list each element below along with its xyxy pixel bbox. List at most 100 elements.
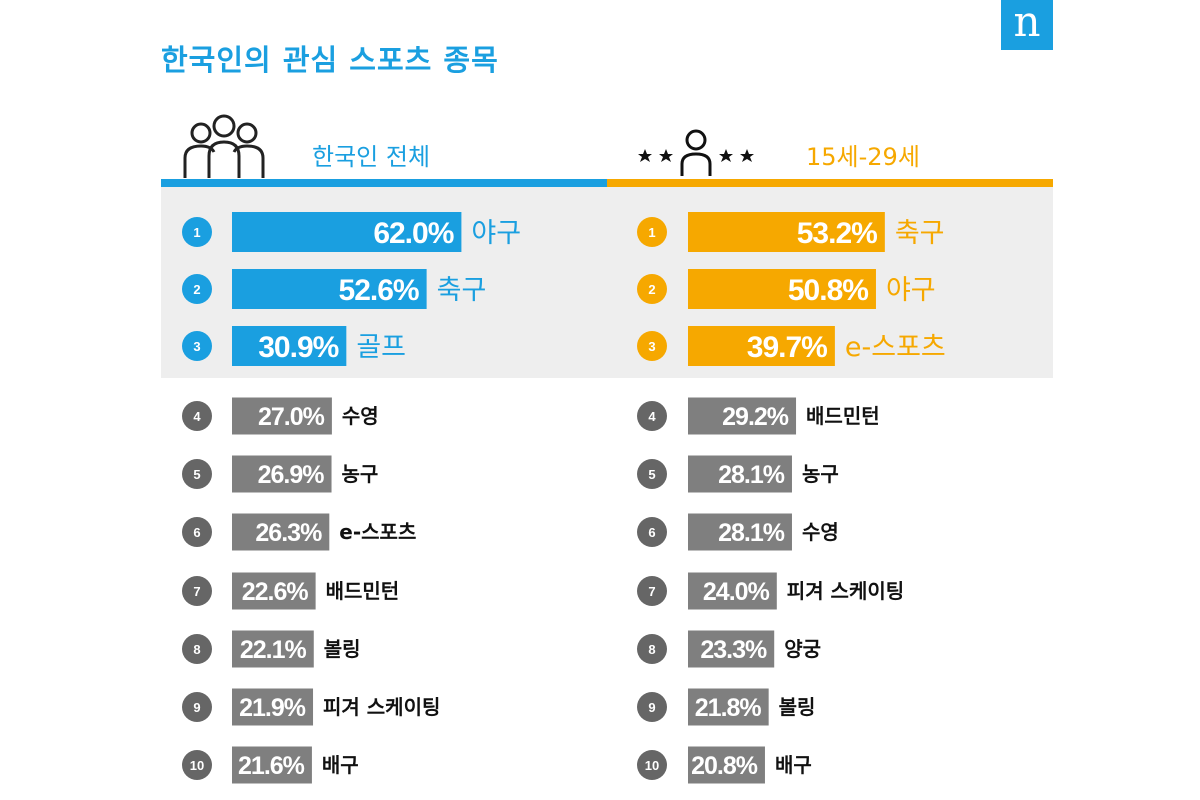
- rank-badge: [182, 576, 212, 606]
- bar-value-label: 26.3%: [255, 519, 322, 547]
- category-label: 볼링: [324, 637, 361, 661]
- category-label: 축구: [437, 275, 487, 306]
- rank-badge: [182, 634, 212, 664]
- bar-value-label: 28.1%: [718, 519, 785, 547]
- rank-number: 7: [648, 584, 655, 599]
- category-label: 볼링: [779, 695, 816, 719]
- rank-number: 5: [193, 467, 200, 482]
- header-divider-blue: [161, 179, 607, 187]
- rank-number: 6: [648, 525, 655, 540]
- rank-badge: [182, 692, 212, 722]
- category-label: e-스포츠: [845, 332, 946, 363]
- rank-number: 2: [648, 282, 655, 297]
- bar: [688, 455, 792, 493]
- category-label: 수영: [802, 520, 839, 544]
- bar-value-label: 50.8%: [788, 274, 868, 307]
- bar-value-label: 29.2%: [722, 403, 789, 431]
- rank-badge: [182, 459, 212, 489]
- bar: [688, 397, 797, 435]
- bar-value-label: 30.9%: [258, 331, 338, 364]
- bar-value-label: 52.6%: [339, 274, 419, 307]
- category-label: 수영: [342, 404, 379, 428]
- bar: [232, 630, 314, 668]
- bar: [232, 212, 462, 252]
- rank-badge: [637, 331, 667, 361]
- bar: [232, 746, 312, 784]
- nielsen-logo: n: [1001, 0, 1053, 50]
- header-divider-orange: [607, 179, 1053, 187]
- rank-badge: [182, 331, 212, 361]
- rank-number: 1: [648, 225, 655, 240]
- rank-badge: [637, 634, 667, 664]
- category-label: 피겨 스케이팅: [323, 695, 440, 719]
- people-group-icon: [183, 114, 265, 178]
- bar: [232, 688, 314, 726]
- rank-badge: [182, 274, 212, 304]
- rank-number: 7: [193, 584, 200, 599]
- rank-number: 6: [193, 525, 200, 540]
- bar: [232, 513, 330, 551]
- bar: [688, 572, 777, 610]
- rank-number: 5: [648, 467, 655, 482]
- rank-number: 9: [648, 700, 655, 715]
- rank-number: 3: [193, 339, 200, 354]
- category-label: 양궁: [784, 637, 821, 661]
- bar: [688, 513, 792, 551]
- rank-number: 4: [648, 409, 656, 424]
- rank-badge: [182, 750, 212, 780]
- rank-badge: [637, 217, 667, 247]
- bar-value-label: 53.2%: [797, 217, 877, 250]
- bar-value-label: 27.0%: [258, 403, 325, 431]
- rank-badge: [182, 401, 212, 431]
- header-all-koreans: 한국인 전체: [312, 143, 431, 171]
- bar: [232, 455, 332, 493]
- rank-number: 3: [648, 339, 655, 354]
- header-age-15-29: 15세-29세: [806, 143, 920, 171]
- rank-badge: [637, 274, 667, 304]
- rank-number: 8: [193, 642, 200, 657]
- bar-value-label: 39.7%: [747, 331, 827, 364]
- bar: [232, 269, 427, 309]
- category-label: 축구: [895, 218, 945, 249]
- person-stars-icon: [638, 129, 754, 176]
- category-label: 배구: [775, 753, 812, 777]
- rank-number: 8: [648, 642, 655, 657]
- page-title: 한국인의 관심 스포츠 종목: [161, 43, 499, 77]
- category-label: 배드민턴: [806, 404, 880, 428]
- category-label: 야구: [471, 218, 521, 249]
- bar: [232, 326, 347, 366]
- bar-value-label: 21.8%: [695, 694, 762, 722]
- rank-badge: [637, 576, 667, 606]
- bar-value-label: 22.1%: [240, 636, 307, 664]
- category-label: 골프: [356, 332, 406, 363]
- bar-value-label: 28.1%: [718, 461, 785, 489]
- bar-value-label: 22.6%: [242, 578, 309, 606]
- rank-badge: [637, 517, 667, 547]
- rank-badge: [182, 517, 212, 547]
- rank-number: 4: [193, 409, 201, 424]
- category-label: 농구: [802, 462, 839, 486]
- bar: [688, 630, 775, 668]
- bar: [688, 688, 769, 726]
- category-label: 피겨 스케이팅: [787, 579, 904, 603]
- rank-number: 10: [190, 758, 204, 773]
- bar-value-label: 21.9%: [239, 694, 306, 722]
- category-label: 배구: [322, 753, 359, 777]
- bar-value-label: 62.0%: [373, 217, 453, 250]
- category-label: 배드민턴: [326, 579, 400, 603]
- bar-value-label: 26.9%: [258, 461, 325, 489]
- bar: [688, 212, 885, 252]
- rank-badge: [637, 750, 667, 780]
- rank-badge: [637, 692, 667, 722]
- rank-number: 1: [193, 225, 200, 240]
- category-label: 야구: [886, 275, 936, 306]
- bar: [688, 269, 876, 309]
- bar-value-label: 24.0%: [703, 578, 770, 606]
- bar-value-label: 23.3%: [700, 636, 767, 664]
- rank-badge: [637, 401, 667, 431]
- bar: [688, 326, 835, 366]
- category-label: e-스포츠: [339, 520, 416, 544]
- bar-value-label: 20.8%: [691, 752, 758, 780]
- bar-value-label: 21.6%: [238, 752, 305, 780]
- rank-badge: [182, 217, 212, 247]
